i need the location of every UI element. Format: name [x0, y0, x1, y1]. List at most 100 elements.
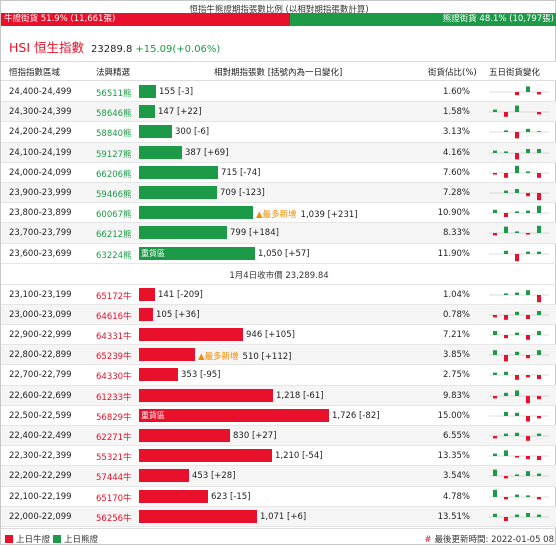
warrant-code-link[interactable]: 64331牛 [96, 332, 132, 343]
bear-row[interactable]: 23,800-23,899 60067熊 ▲最多新增 1,039 [+231] 10.9… [1, 203, 556, 224]
five-day-change-chart [489, 390, 549, 403]
bull-row[interactable]: 22,600-22,699 61233牛 1,218 [-61] 9.83% [1, 385, 556, 406]
warrant-code-link[interactable]: 65172牛 [96, 291, 132, 302]
bear-row[interactable]: 23,900-23,999 59466熊 709 [-123] 7.28% [1, 182, 556, 204]
five-day-change-chart [489, 310, 549, 320]
warrant-code-link[interactable]: 58840熊 [96, 129, 132, 140]
bull-row[interactable]: 22,200-22,299 57444牛 453 [+28] 3.54% [1, 466, 556, 487]
index-range: 23,900-23,999 [9, 187, 72, 198]
outstanding-pct: 11.90% [437, 248, 470, 259]
outstanding-pct: 10.90% [437, 208, 470, 219]
warrant-code-link[interactable]: 66206熊 [96, 169, 132, 180]
qty-value: 510 [242, 352, 259, 363]
qty-change: [+105] [264, 330, 295, 341]
cbbc-table-body: 24,400-24,499 56511熊 155 [-3] 1.60% 24,300-2… [1, 82, 556, 527]
closing-price-label: 1月4日收市價 23,289.84 [229, 270, 329, 281]
five-day-change-chart [489, 289, 549, 302]
spark-bar [526, 335, 530, 340]
spark-bar [515, 456, 519, 458]
last-update: # 最後更新時間: 2022-01-05 08 [424, 533, 554, 545]
spark-bar [537, 112, 541, 115]
bear-row[interactable]: 24,200-24,299 58840熊 300 [-6] 3.13% [1, 122, 556, 143]
spark-bar [504, 496, 508, 499]
bull-row[interactable]: 22,800-22,899 65239牛 ▲最多新增 510 [+112] 3.85% [1, 345, 556, 366]
index-range: 22,400-22,499 [9, 431, 72, 441]
bear-row[interactable]: 23,700-23,799 66212熊 799 [+184] 8.33% [1, 223, 556, 244]
warrant-code-link[interactable]: 59466熊 [96, 189, 132, 200]
bear-row[interactable]: 24,000-24,099 66206熊 715 [-74] 7.60% [1, 163, 556, 183]
outstanding-pct: 7.60% [442, 167, 470, 178]
five-day-change-chart [489, 129, 549, 139]
spark-bar [537, 331, 541, 336]
spark-bar [493, 453, 497, 457]
index-name[interactable]: HSI 恒生指數 [9, 40, 84, 55]
warrant-code-link[interactable]: 64616牛 [96, 311, 132, 322]
warrant-code-link[interactable]: 61233牛 [96, 392, 132, 403]
warrant-code-link[interactable]: 65239牛 [96, 352, 132, 363]
warrant-code-link[interactable]: 58646熊 [96, 109, 132, 120]
bull-row[interactable]: 22,300-22,399 55321牛 1,210 [-54] 13.35% [1, 446, 556, 467]
five-day-change-chart [489, 411, 549, 422]
outstanding-pct: 8.33% [442, 228, 470, 239]
spark-bar [504, 355, 508, 362]
bull-row[interactable]: 23,000-23,099 64616牛 105 [+36] 0.78% [1, 304, 556, 326]
warrant-code-link[interactable]: 56256牛 [96, 513, 132, 524]
spark-bar [537, 415, 541, 419]
index-range: 22,300-22,399 [9, 451, 72, 462]
spark-bar [537, 226, 541, 234]
spark-bar [493, 395, 497, 399]
warrant-code-link[interactable]: 60067熊 [96, 210, 132, 221]
five-day-change-chart [489, 432, 549, 441]
bull-row[interactable]: 22,900-22,999 64331牛 946 [+105] 7.21% [1, 325, 556, 346]
warrant-code-link[interactable]: 59127熊 [96, 149, 132, 160]
outstanding-pct: 1.60% [442, 87, 470, 97]
spark-bar [537, 496, 541, 499]
spark-bar [537, 456, 541, 461]
warrant-code-link[interactable]: 56829牛 [96, 412, 132, 423]
spark-bar [515, 494, 519, 497]
warrant-code-link[interactable]: 62271牛 [96, 433, 132, 443]
bull-row[interactable]: 23,100-23,199 65172牛 141 [-209] 1.04% [1, 285, 556, 305]
table-header: 恒指指數區域 法興精選 相對期指張數 [括號內為一日變化] 街貨佔比(%) 五日… [1, 61, 556, 81]
bull-row[interactable]: 22,000-22,099 56256牛 1,071 [+6] 13.51% [1, 506, 556, 527]
spark-bar [526, 314, 530, 319]
qty-bar [139, 388, 273, 402]
bull-row[interactable]: 22,500-22,599 56829牛 重貨區 1,726 [-82] 15.00% [1, 406, 556, 426]
warrant-code-link[interactable]: 56511熊 [96, 89, 132, 99]
bull-row[interactable]: 22,400-22,499 62271牛 830 [+27] 6.55% [1, 426, 556, 447]
index-range: 24,400-24,499 [9, 87, 72, 97]
qty-change: [+231] [327, 210, 358, 221]
warrant-code-link[interactable]: 63224熊 [96, 250, 132, 261]
qty-value: 830 [233, 431, 250, 441]
header-pct: 街貨佔比(%) [428, 68, 477, 78]
spark-bar [526, 375, 530, 378]
qty-bar [139, 328, 243, 342]
index-range: 24,000-24,099 [9, 167, 72, 178]
warrant-code-link[interactable]: 57444牛 [96, 473, 132, 484]
qty-bar [139, 206, 253, 220]
qty-value: 1,218 [276, 390, 301, 401]
bear-row[interactable]: 24,300-24,399 58646熊 147 [+22] 1.58% [1, 102, 556, 123]
outstanding-pct: 4.78% [442, 491, 470, 502]
spark-bar [504, 172, 508, 178]
qty-bar [139, 368, 178, 382]
spark-bar [504, 190, 508, 193]
spark-bar [493, 436, 497, 439]
warrant-code-link[interactable]: 64330牛 [96, 372, 132, 383]
bear-row[interactable]: 24,400-24,499 56511熊 155 [-3] 1.60% [1, 82, 556, 103]
five-day-change-chart [489, 148, 549, 159]
spark-bar [504, 516, 508, 521]
index-range: 23,800-23,899 [9, 208, 72, 219]
warrant-code-link[interactable]: 66212熊 [96, 230, 132, 241]
warrant-code-link[interactable]: 55321牛 [96, 453, 132, 464]
bear-row[interactable]: 23,600-23,699 63224熊 重貨區 1,050 [+57] 11.90% [1, 244, 556, 264]
bull-row[interactable]: 22,100-22,199 65170牛 623 [-15] 4.78% [1, 487, 556, 507]
qty-text: 1,071 [+6] [260, 512, 306, 522]
bull-row[interactable]: 22,700-22,799 64330牛 353 [-95] 2.75% [1, 365, 556, 386]
spark-bar [526, 395, 530, 403]
warrant-code-link[interactable]: 65170牛 [96, 493, 132, 504]
spark-bar [504, 433, 508, 436]
bear-row[interactable]: 24,100-24,199 59127熊 387 [+69] 4.16% [1, 142, 556, 163]
spark-bar [537, 350, 541, 356]
spark-bar [493, 150, 497, 153]
